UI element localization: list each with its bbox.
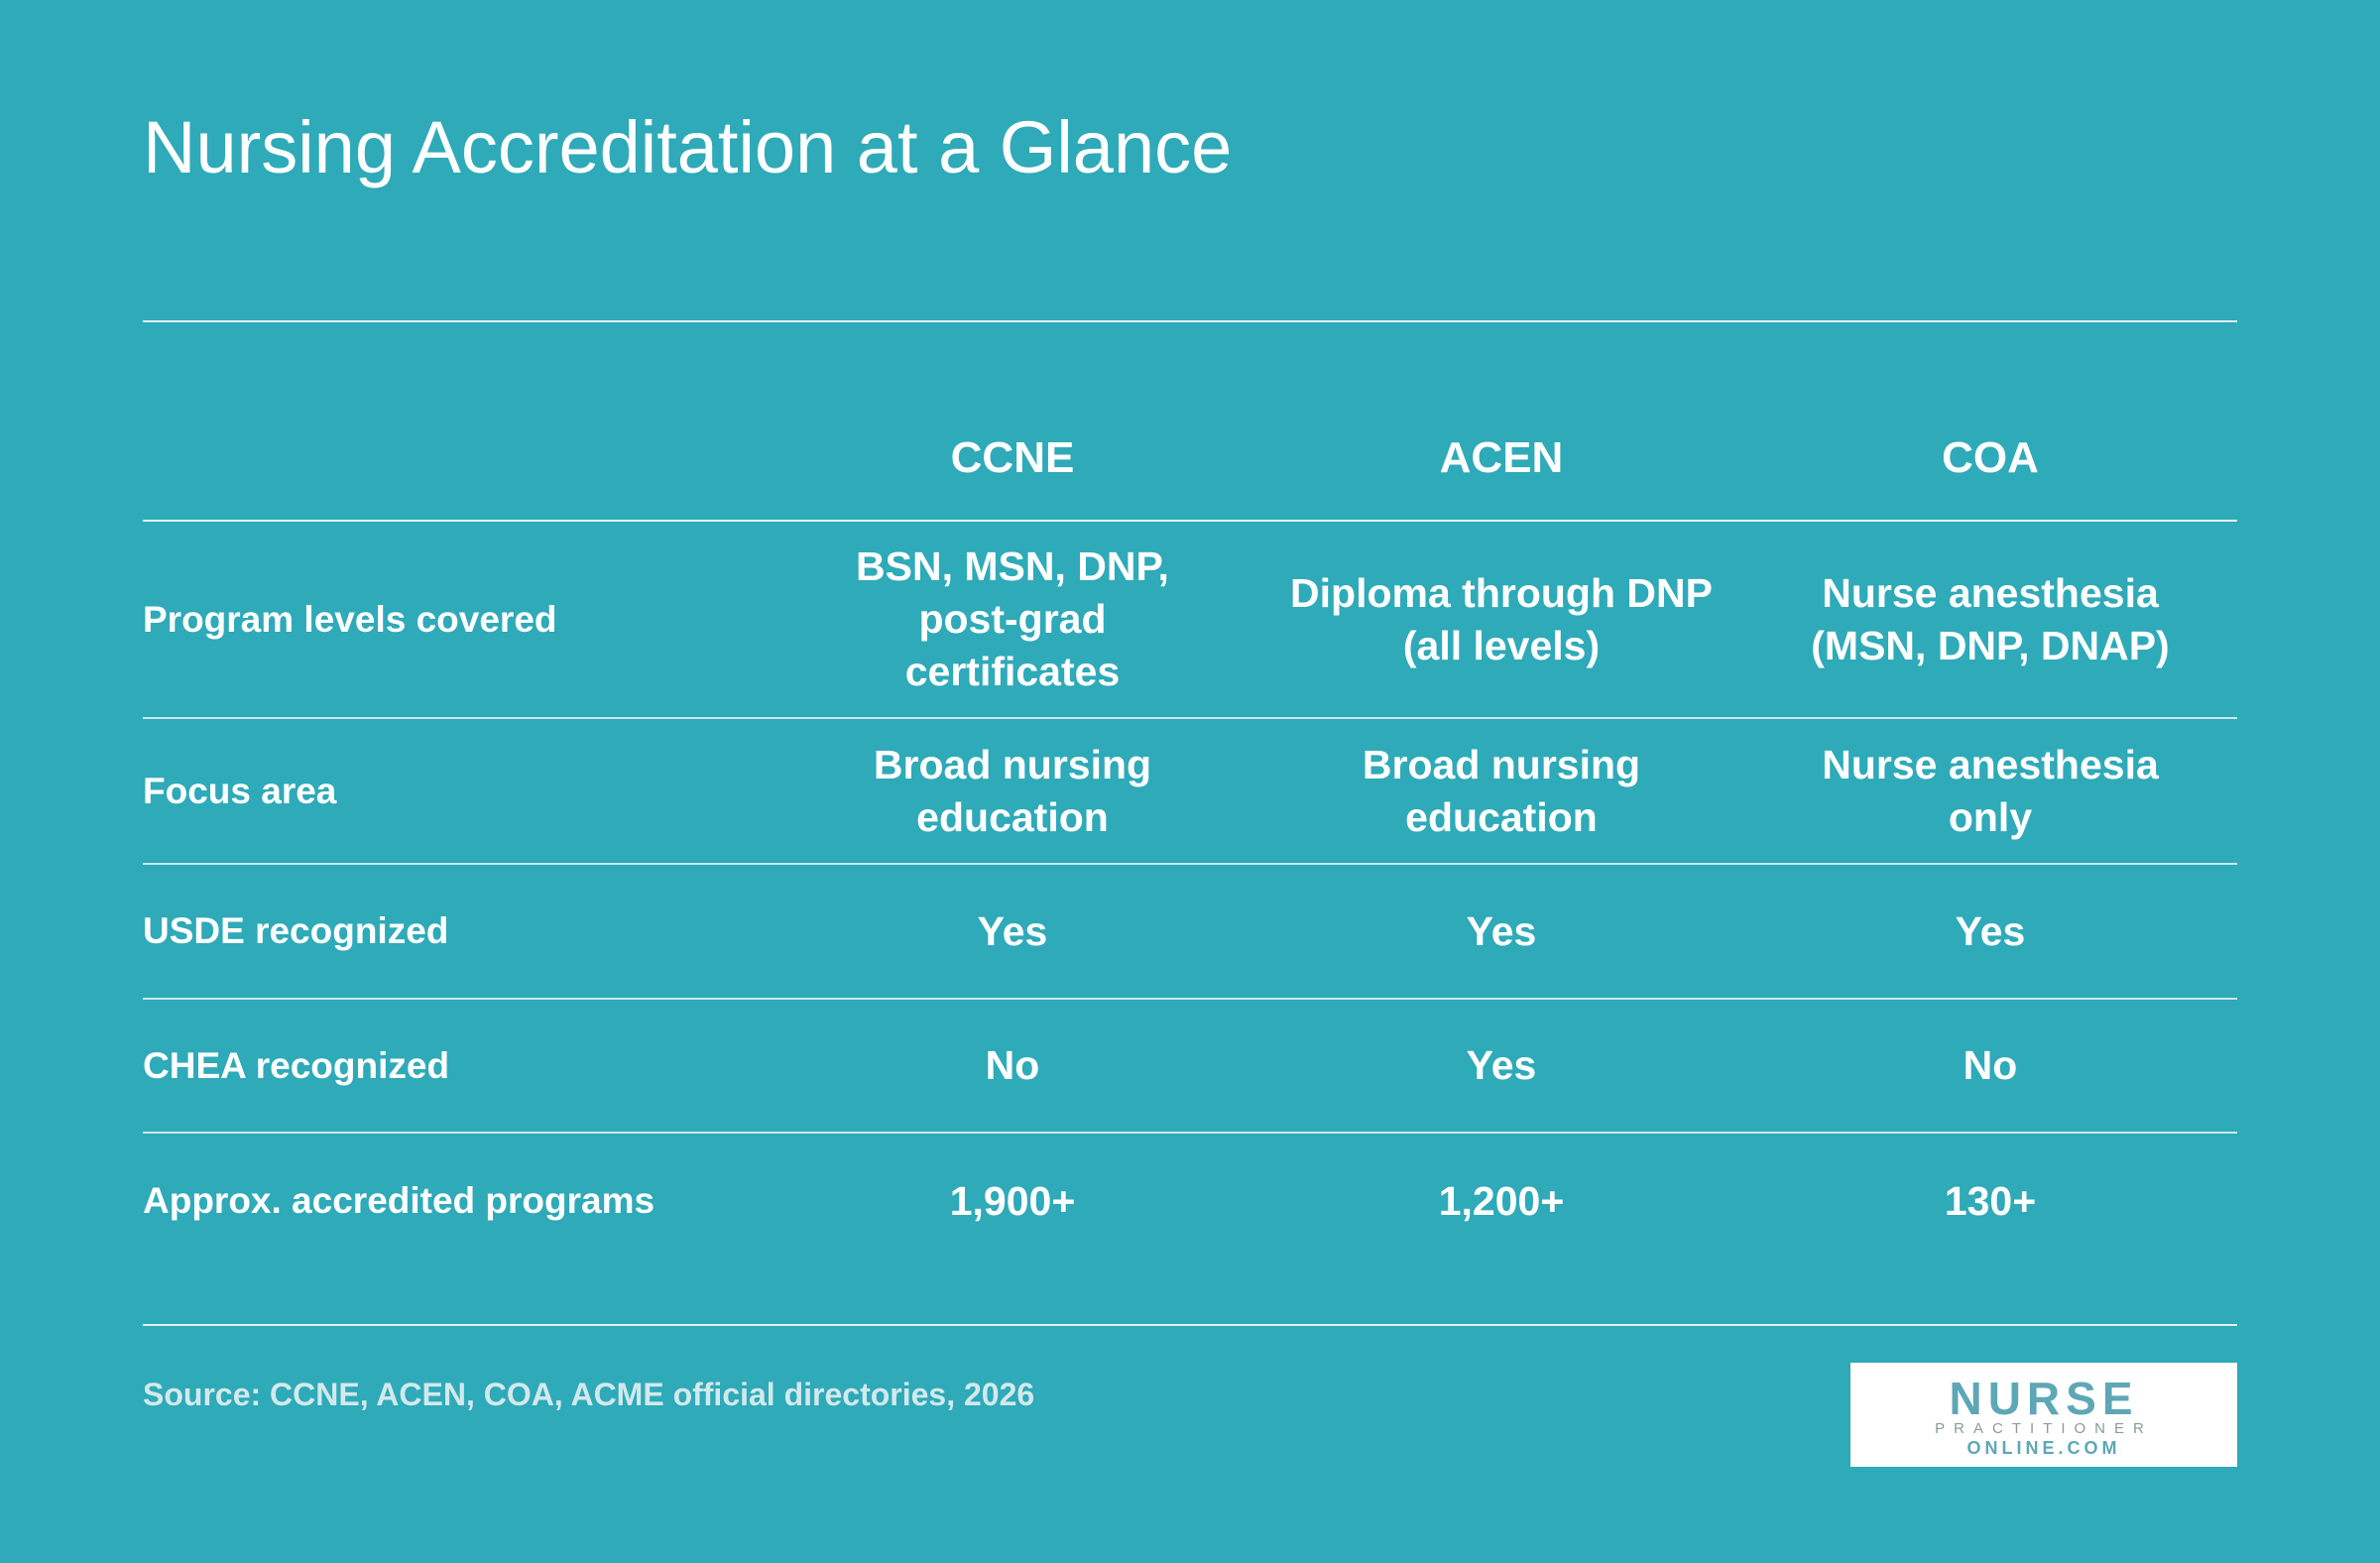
- row-divider: [143, 717, 2237, 719]
- row-label: Focus area: [143, 770, 337, 811]
- divider: [143, 320, 2237, 322]
- table-cell: Diploma through DNP (all levels): [1290, 569, 1713, 668]
- title: Nursing Accreditation at a Glance: [143, 106, 1233, 188]
- divider: [143, 520, 2237, 522]
- header-row: CCNE ACEN COA: [143, 421, 2237, 493]
- logo: NURSE PRACTITIONER ONLINE.COM: [1850, 1363, 2237, 1467]
- logo-text: ONLINE.COM: [1966, 1438, 2121, 1458]
- source-note: Source: CCNE, ACEN, COA, ACME official d…: [143, 1377, 1035, 1412]
- row-label: Approx. accredited programs: [143, 1180, 655, 1221]
- table-cell: BSN, MSN, DNP, post-grad certificates: [856, 543, 1169, 694]
- table-row: Focus area Broad nursing education Broad n…: [143, 718, 2237, 864]
- table-cell: Broad nursing education: [1362, 741, 1641, 840]
- logo-text: NURSE: [1949, 1373, 2139, 1424]
- table-cell: Yes: [977, 907, 1048, 954]
- table-cell: Nurse anesthesia (MSN, DNP, DNAP): [1811, 569, 2170, 668]
- table-cell: Yes: [1466, 1042, 1537, 1088]
- table-cell: Broad nursing education: [873, 741, 1152, 840]
- column-header: COA: [1942, 432, 2039, 482]
- table-cell: 1,200+: [1438, 1177, 1565, 1224]
- table-cell: Yes: [1955, 907, 2026, 954]
- row-label: Program levels covered: [143, 598, 557, 640]
- divider: [143, 1324, 2237, 1326]
- row-label: USDE recognized: [143, 910, 449, 951]
- row-label: CHEA recognized: [143, 1044, 450, 1086]
- table-cell: Nurse anesthesia only: [1822, 741, 2159, 840]
- table-row: CHEA recognized No Yes No: [143, 999, 2237, 1133]
- row-divider: [143, 998, 2237, 1000]
- table-cell: Yes: [1466, 907, 1537, 954]
- table-cell: No: [1963, 1042, 2018, 1088]
- table-row: Approx. accredited programs 1,900+ 1,200+ 1…: [143, 1133, 2237, 1269]
- column-header: CCNE: [950, 432, 1075, 482]
- table-row: Program levels covered BSN, MSN, DNP, pos…: [143, 521, 2237, 718]
- row-divider: [143, 1132, 2237, 1134]
- row-divider: [143, 863, 2237, 865]
- table-cell: No: [985, 1042, 1040, 1088]
- logo-text: PRACTITIONER: [1935, 1420, 2153, 1437]
- table-cell: 130+: [1944, 1177, 2037, 1224]
- column-header: ACEN: [1439, 432, 1564, 482]
- table-row: USDE recognized Yes Yes Yes: [143, 864, 2237, 999]
- table-cell: 1,900+: [949, 1177, 1076, 1224]
